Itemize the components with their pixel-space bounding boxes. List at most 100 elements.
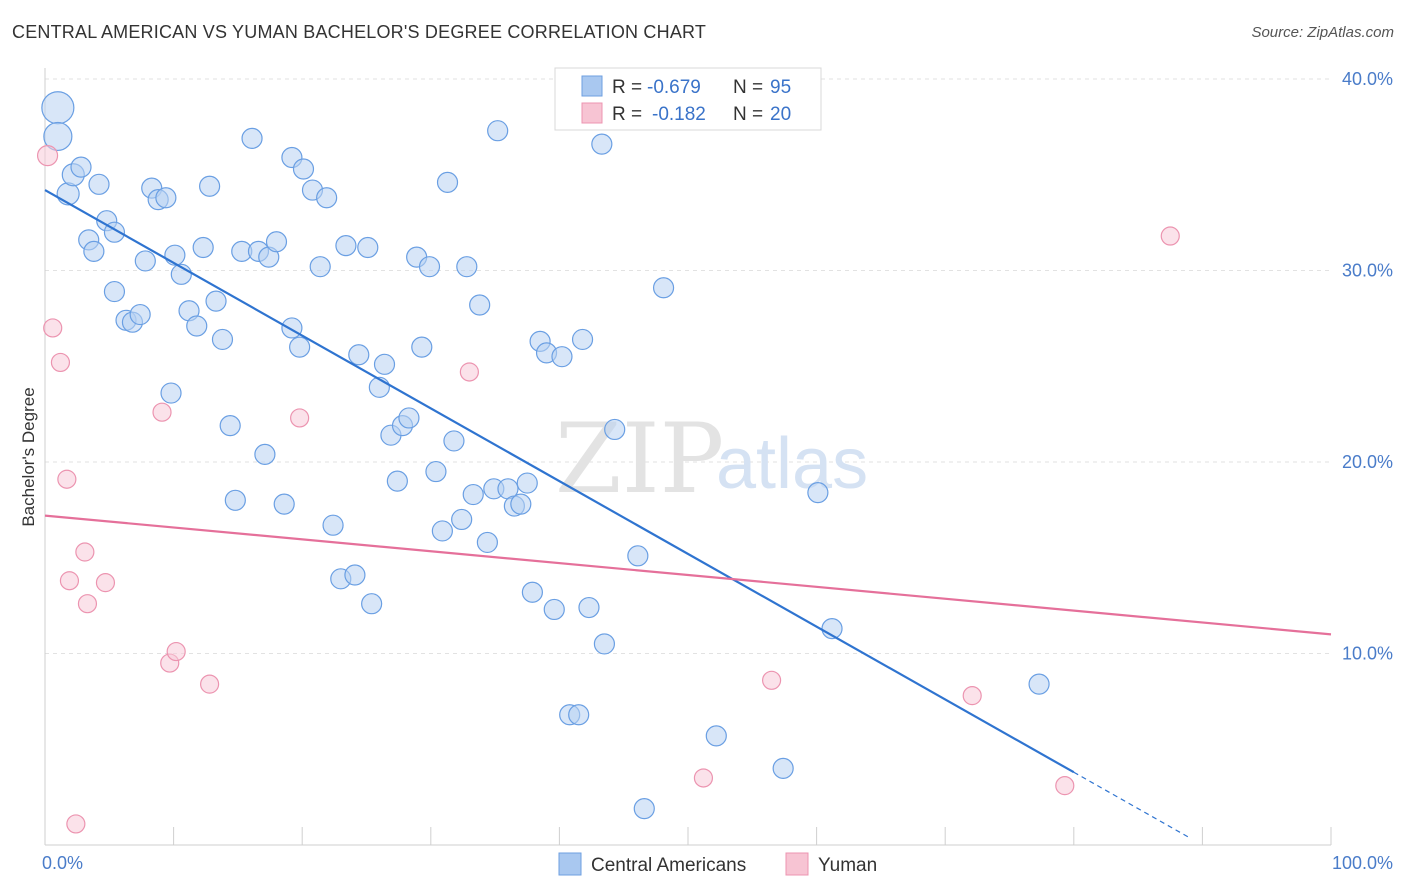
yuman-point-5 bbox=[66, 814, 86, 834]
central-americans-point-46 bbox=[344, 564, 366, 586]
central-americans-point-69 bbox=[487, 120, 509, 142]
y-tick-label-1: 20.0% bbox=[1342, 452, 1393, 472]
yuman-point-4 bbox=[59, 571, 80, 591]
central-americans-point-48 bbox=[357, 236, 379, 259]
chart-title: CENTRAL AMERICAN VS YUMAN BACHELOR'S DEG… bbox=[12, 22, 707, 42]
legend-n-label-0: N = bbox=[733, 77, 763, 98]
y-tick-label-0: 10.0% bbox=[1342, 644, 1393, 664]
trend-line-yuman bbox=[44, 514, 1332, 636]
central-americans-point-59 bbox=[425, 460, 447, 483]
central-americans-point-24 bbox=[199, 175, 221, 197]
x-tick-labels: 0.0% 100.0% bbox=[42, 853, 1393, 873]
central-americans-point-78 bbox=[551, 346, 573, 368]
central-americans-point-80 bbox=[568, 704, 590, 726]
central-americans-point-28 bbox=[224, 489, 246, 511]
bottom-legend-swatch-yuman bbox=[785, 852, 809, 876]
legend-n-value-0: 95 bbox=[770, 77, 791, 98]
yuman-point-6 bbox=[75, 542, 95, 562]
central-americans-point-1 bbox=[43, 121, 73, 152]
bottom-legend-label-yuman: Yuman bbox=[818, 855, 877, 876]
central-americans-point-14 bbox=[134, 250, 156, 272]
central-americans-point-89 bbox=[705, 725, 727, 747]
yuman-point-3 bbox=[57, 469, 77, 489]
bottom-legend-swatch-central-americans bbox=[558, 852, 582, 876]
central-americans-point-72 bbox=[510, 493, 532, 515]
central-americans-point-30 bbox=[241, 127, 263, 149]
gridlines bbox=[45, 78, 1331, 654]
y-tick-labels: 10.0% 20.0% 30.0% 40.0% bbox=[1342, 69, 1393, 664]
x-tick-label-1: 100.0% bbox=[1332, 853, 1393, 873]
watermark-zip: ZIP bbox=[555, 403, 724, 515]
central-americans-point-34 bbox=[265, 231, 288, 253]
yuman-point-14 bbox=[459, 362, 479, 382]
yuman-point-9 bbox=[152, 402, 172, 422]
legend-r-label-0: R = bbox=[612, 77, 642, 98]
x-tick-label-0: 0.0% bbox=[42, 853, 83, 873]
central-americans-point-84 bbox=[593, 633, 616, 655]
legend-n-label-1: N = bbox=[733, 104, 763, 125]
central-americans-point-7 bbox=[88, 173, 110, 195]
y-tick-label-3: 40.0% bbox=[1342, 69, 1393, 89]
legend-r-value-0: -0.679 bbox=[647, 77, 701, 98]
yuman-point-2 bbox=[50, 352, 71, 373]
legend-swatch-yuman bbox=[581, 102, 603, 124]
central-americans-point-82 bbox=[578, 596, 600, 619]
central-americans-point-38 bbox=[289, 336, 311, 358]
central-americans-point-64 bbox=[456, 256, 478, 278]
series-central-americans bbox=[41, 91, 1050, 820]
central-americans-point-62 bbox=[443, 430, 465, 452]
legend-r-value-1: -0.182 bbox=[652, 104, 706, 125]
central-americans-point-25 bbox=[205, 290, 227, 312]
central-americans-point-85 bbox=[604, 418, 626, 441]
central-americans-point-32 bbox=[254, 443, 276, 465]
yuman-point-12 bbox=[200, 674, 220, 694]
central-americans-point-47 bbox=[348, 344, 370, 366]
source-label: Source: ZipAtlas.com bbox=[1251, 24, 1394, 41]
central-americans-point-6 bbox=[83, 240, 105, 262]
central-americans-point-57 bbox=[411, 336, 433, 358]
central-americans-point-27 bbox=[219, 415, 241, 437]
central-americans-point-67 bbox=[476, 531, 498, 554]
central-americans-point-63 bbox=[451, 508, 473, 531]
yuman-point-0 bbox=[36, 145, 59, 167]
legend-swatch-central-americans bbox=[581, 75, 603, 97]
central-americans-point-55 bbox=[398, 407, 420, 429]
central-americans-point-21 bbox=[186, 315, 208, 337]
yuman-point-8 bbox=[95, 573, 116, 593]
central-americans-point-0 bbox=[41, 91, 75, 125]
central-americans-point-13 bbox=[129, 303, 151, 326]
central-americans-point-83 bbox=[591, 133, 613, 155]
central-americans-point-77 bbox=[543, 598, 565, 621]
bottom-legend-label-central-americans: Central Americans bbox=[591, 855, 746, 876]
central-americans-point-88 bbox=[652, 277, 675, 299]
yuman-point-19 bbox=[1160, 226, 1180, 246]
central-americans-point-58 bbox=[418, 256, 441, 278]
central-americans-point-61 bbox=[436, 171, 459, 194]
watermark: ZIP atlas bbox=[555, 403, 868, 515]
central-americans-point-2 bbox=[56, 182, 80, 206]
central-americans-point-10 bbox=[103, 280, 126, 303]
y-tick-label-2: 30.0% bbox=[1342, 261, 1393, 281]
series-yuman bbox=[36, 145, 1180, 834]
central-americans-point-65 bbox=[462, 483, 484, 506]
yuman-point-7 bbox=[77, 594, 98, 614]
central-americans-point-4 bbox=[70, 156, 92, 178]
watermark-atlas: atlas bbox=[716, 424, 868, 504]
trend-line-central-americans-extension bbox=[1073, 771, 1190, 839]
central-americans-point-42 bbox=[316, 187, 338, 209]
central-americans-point-73 bbox=[516, 472, 538, 494]
central-americans-point-66 bbox=[469, 294, 491, 316]
central-americans-point-41 bbox=[309, 256, 331, 278]
axes bbox=[44, 68, 1332, 846]
legend-n-value-1: 20 bbox=[770, 104, 791, 125]
yuman-point-15 bbox=[693, 768, 714, 788]
legend-r-label-1: R = bbox=[612, 104, 642, 125]
trend-line-central-americans bbox=[44, 189, 1075, 774]
central-americans-point-90 bbox=[772, 757, 794, 780]
bottom-legend: Central Americans Yuman bbox=[558, 852, 877, 876]
central-americans-point-49 bbox=[361, 593, 383, 615]
central-americans-point-17 bbox=[155, 187, 177, 209]
central-americans-point-86 bbox=[627, 545, 649, 567]
yuman-point-18 bbox=[1055, 776, 1075, 796]
